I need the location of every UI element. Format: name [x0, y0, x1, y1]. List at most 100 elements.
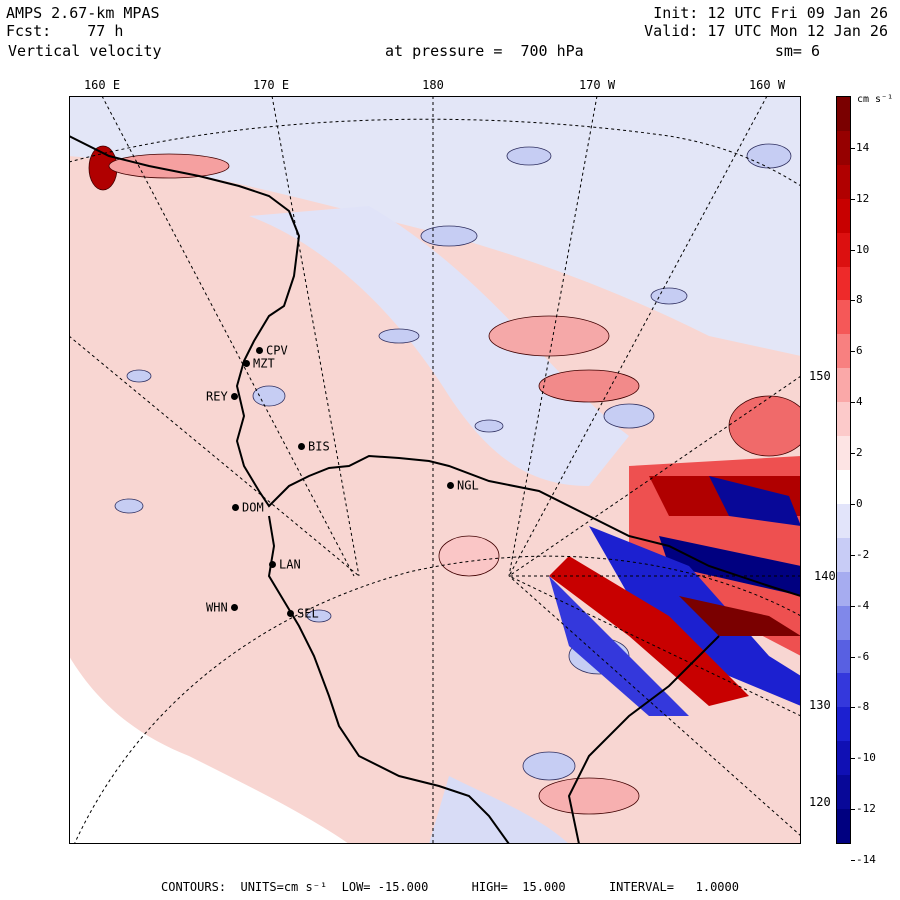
colorbar-tick-label: -8 — [856, 700, 870, 714]
colorbar-swatch — [837, 639, 850, 674]
lon-label-170e: 170 E — [252, 78, 290, 92]
colorbar-swatch — [837, 741, 850, 776]
colorbar-tick-label: 12 — [856, 191, 870, 205]
coastline-east — [567, 635, 720, 844]
colorbar-swatch — [837, 775, 850, 810]
forecast-label: Fcst: — [6, 22, 52, 40]
forecast-hour: Fcst: 77 h — [6, 22, 123, 40]
colorbar-swatch — [837, 266, 850, 301]
station-marker — [230, 393, 238, 400]
colorbar-tick-label: -12 — [856, 802, 876, 816]
init-time: Init: 12 UTC Fri 09 Jan 26 — [653, 4, 888, 22]
map-border — [69, 96, 801, 844]
coastline — [69, 135, 801, 597]
station-marker — [232, 504, 239, 511]
pressure-level: at pressure = 700 hPa — [385, 42, 584, 60]
colorbar-tick-mark — [851, 198, 855, 200]
colorbar-swatch — [837, 537, 850, 573]
positive-patches — [88, 145, 801, 815]
station-marker — [298, 443, 305, 450]
colorbar-swatch — [837, 300, 850, 335]
colorbar-tick-mark — [851, 758, 855, 760]
station-marker — [287, 610, 294, 617]
station-dom[interactable]: DOM — [232, 501, 264, 514]
station-ngl[interactable]: NGL — [447, 479, 479, 492]
station-marker — [269, 561, 276, 568]
coastline-inner — [267, 515, 510, 844]
colorbar-tick-mark — [851, 605, 855, 607]
colorbar-tick-mark — [851, 554, 855, 556]
colorbar-swatch — [837, 673, 850, 708]
smoothing-value: sm= 6 — [774, 42, 820, 60]
colorbar-tick-label: 0 — [856, 496, 863, 510]
lon-label-170w: 170 W — [578, 78, 616, 92]
forecast-value: 77 h — [87, 22, 124, 40]
colorbar-tick-mark — [851, 351, 855, 353]
colorbar-swatch — [837, 571, 850, 607]
colorbar-swatch — [837, 402, 850, 437]
colorbar-swatch — [837, 130, 850, 166]
station-rey[interactable]: REY — [206, 390, 241, 403]
colorbar — [836, 96, 851, 844]
colorbar-swatch — [837, 503, 850, 539]
lon-label-160w: 160 W — [748, 78, 786, 92]
colorbar-swatch — [837, 809, 850, 844]
gravity-wave-band — [549, 456, 801, 716]
colorbar-swatch — [837, 164, 850, 200]
no-data-region — [69, 656, 349, 844]
colorbar-tick-mark — [851, 656, 855, 658]
station-sel[interactable]: SEL — [287, 607, 319, 620]
vertical-velocity-map — [69, 96, 801, 844]
colorbar-swatch — [837, 334, 850, 369]
colorbar-tick-label: -6 — [856, 649, 870, 663]
colorbar-swatch — [837, 232, 850, 268]
station-cpv[interactable]: CPV — [256, 344, 288, 357]
station-mzt[interactable]: MZT — [243, 357, 275, 370]
station-bis[interactable]: BIS — [298, 440, 330, 453]
contour-info: CONTOURS: UNITS=cm s⁻¹ LOW= -15.000 HIGH… — [161, 880, 739, 894]
colorbar-tick-mark — [851, 707, 855, 709]
ocean-weak-negative — [69, 96, 801, 356]
colorbar-units: cm s⁻¹ — [857, 94, 894, 105]
colorbar-tick-mark — [851, 402, 855, 404]
colorbar-tick-mark — [851, 249, 855, 251]
colorbar-tick-mark — [851, 809, 855, 811]
colorbar-swatch — [837, 436, 850, 471]
parallels — [69, 118, 801, 844]
valid-time: Valid: 17 UTC Mon 12 Jan 26 — [644, 22, 888, 40]
station-marker — [243, 360, 250, 367]
station-marker — [447, 482, 454, 489]
colorbar-tick-label: 14 — [856, 140, 870, 154]
colorbar-swatch — [837, 470, 850, 505]
colorbar-swatch — [837, 605, 850, 641]
ice-shelf-negative — [249, 206, 629, 486]
map-panel — [69, 96, 801, 844]
colorbar-tick-label: 8 — [856, 293, 863, 307]
station-lan[interactable]: LAN — [269, 558, 301, 571]
field-name: Vertical velocity — [8, 42, 162, 60]
model-title: AMPS 2.67-km MPAS — [6, 4, 160, 22]
colorbar-tick-label: -14 — [856, 852, 876, 866]
lon-label-160e: 160 E — [83, 78, 121, 92]
colorbar-tick-label: -10 — [856, 751, 876, 765]
colorbar-tick-mark — [851, 453, 855, 455]
colorbar-swatch — [837, 198, 850, 234]
station-marker — [230, 604, 238, 611]
colorbar-swatch — [837, 707, 850, 742]
colorbar-tick-mark — [851, 503, 855, 505]
colorbar-tick-mark — [851, 147, 855, 149]
colorbar-tick-label: -4 — [856, 598, 870, 612]
colorbar-tick-mark — [851, 859, 855, 861]
station-marker — [256, 347, 263, 354]
colorbar-tick-label: 4 — [856, 395, 863, 409]
colorbar-tick-label: 10 — [856, 242, 870, 256]
colorbar-swatch — [837, 368, 850, 403]
coastal-negative — [429, 776, 569, 844]
colorbar-swatch — [837, 97, 850, 132]
colorbar-tick-label: 2 — [856, 446, 863, 460]
colorbar-tick-label: 6 — [856, 344, 863, 358]
colorbar-tick-mark — [851, 300, 855, 302]
station-whn[interactable]: WHN — [206, 601, 241, 614]
colorbar-tick-label: -2 — [856, 547, 870, 561]
meridians — [69, 96, 801, 844]
